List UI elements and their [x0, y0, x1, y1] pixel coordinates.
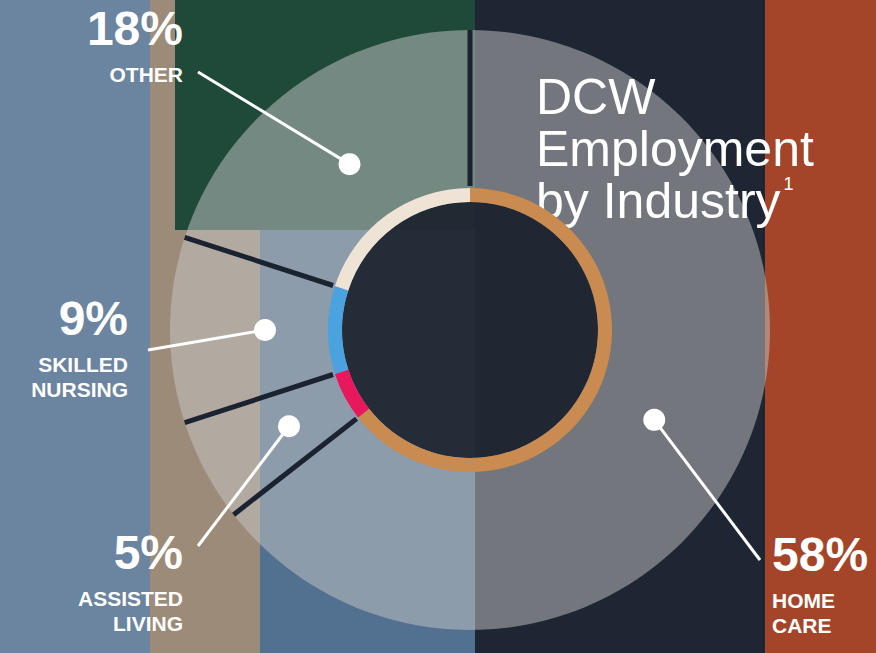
svg-text:5%: 5%: [114, 526, 183, 579]
svg-text:9%: 9%: [59, 292, 128, 345]
svg-text:18%: 18%: [87, 2, 183, 55]
svg-text:by Industry: by Industry: [536, 173, 781, 229]
svg-text:OTHER: OTHER: [110, 63, 184, 86]
svg-text:1: 1: [784, 174, 794, 194]
svg-text:HOME: HOME: [772, 589, 835, 612]
svg-text:LIVING: LIVING: [113, 612, 183, 635]
svg-text:SKILLED: SKILLED: [38, 353, 128, 376]
svg-text:Employment: Employment: [536, 121, 814, 177]
svg-text:58%: 58%: [772, 528, 868, 581]
svg-text:CARE: CARE: [772, 614, 832, 637]
svg-text:NURSING: NURSING: [31, 378, 128, 401]
svg-text:DCW: DCW: [536, 69, 656, 125]
svg-text:ASSISTED: ASSISTED: [78, 587, 183, 610]
